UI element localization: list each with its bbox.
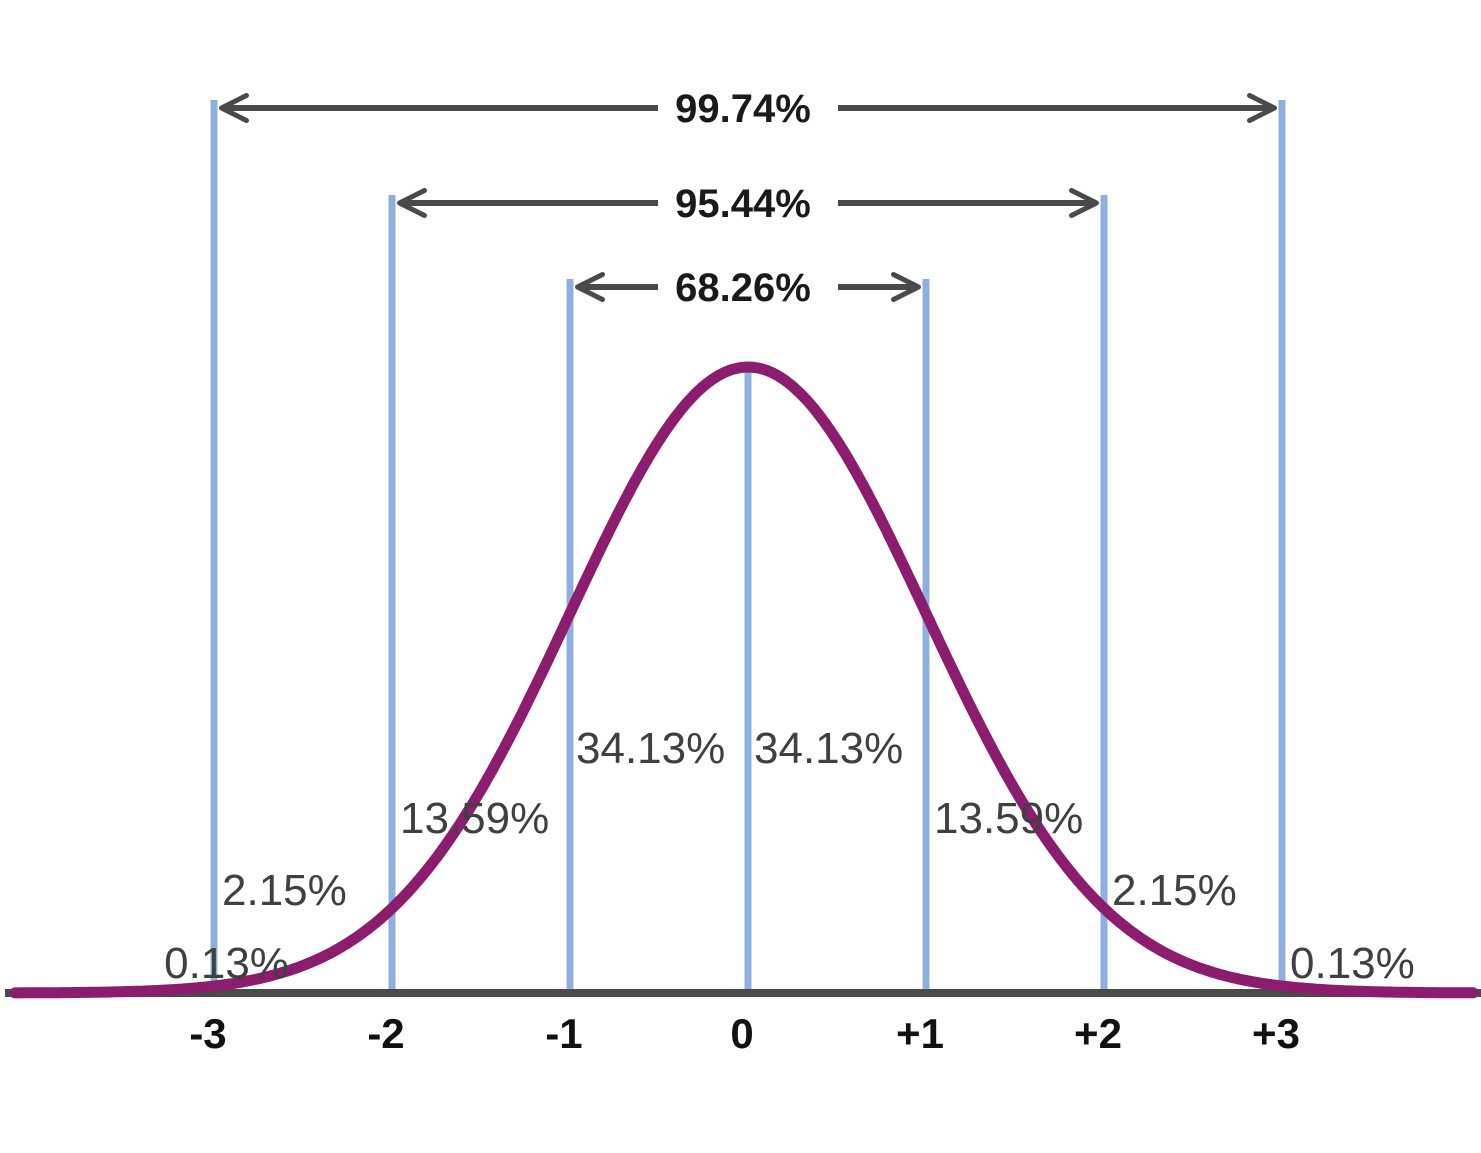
range-label-9544: 95.44% (675, 182, 811, 226)
region-label-1: 2.15% (222, 866, 347, 915)
region-label-5: 13.59% (934, 794, 1083, 843)
region-label-4: 34.13% (754, 724, 903, 773)
region-label-6: 2.15% (1112, 866, 1237, 915)
tick-label--3: -3 (189, 1010, 226, 1057)
tick-label--2: -2 (367, 1010, 404, 1057)
tick-label-+3: +3 (1252, 1010, 1300, 1057)
region-label-7: 0.13% (1290, 939, 1415, 988)
tick-label-+1: +1 (896, 1010, 944, 1057)
region-label-3: 34.13% (576, 724, 725, 773)
range-label-9974: 99.74% (675, 87, 811, 131)
range-label-6826: 68.26% (675, 266, 811, 310)
tick-label--1: -1 (545, 1010, 582, 1057)
region-label-2: 13.59% (400, 794, 549, 843)
tick-label-+2: +2 (1074, 1010, 1122, 1057)
tick-label-0: 0 (730, 1010, 753, 1057)
normal-curve (9, 361, 1479, 999)
region-label-0: 0.13% (164, 939, 289, 988)
